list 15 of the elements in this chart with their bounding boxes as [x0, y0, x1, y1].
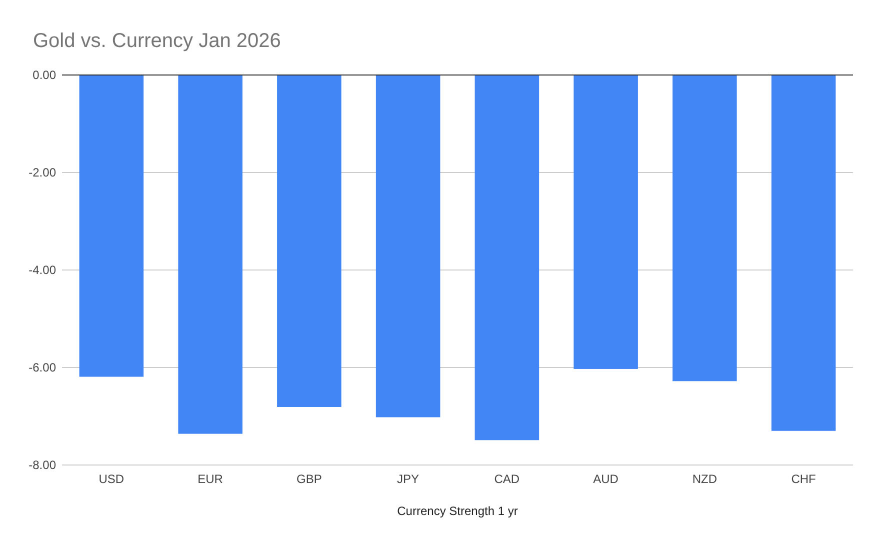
x-tick-label: CHF — [791, 472, 816, 486]
x-tick-label: NZD — [692, 472, 718, 486]
x-tick-label: CAD — [494, 472, 520, 486]
x-tick-label: JPY — [397, 472, 420, 486]
y-tick-label: -8.00 — [28, 458, 56, 472]
y-tick-label: 0.00 — [32, 68, 56, 82]
x-tick-label: EUR — [198, 472, 224, 486]
y-tick-label: -6.00 — [28, 360, 56, 375]
x-tick-label: GBP — [296, 472, 322, 486]
y-tick-label: -2.00 — [28, 166, 56, 180]
x-tick-label: AUD — [593, 472, 619, 486]
y-tick-label: -4.00 — [28, 263, 56, 278]
chart-title: Gold vs. Currency Jan 2026 — [33, 30, 281, 52]
x-tick-label: USD — [98, 472, 124, 486]
x-axis-title: Currency Strength 1 yr — [397, 504, 518, 518]
